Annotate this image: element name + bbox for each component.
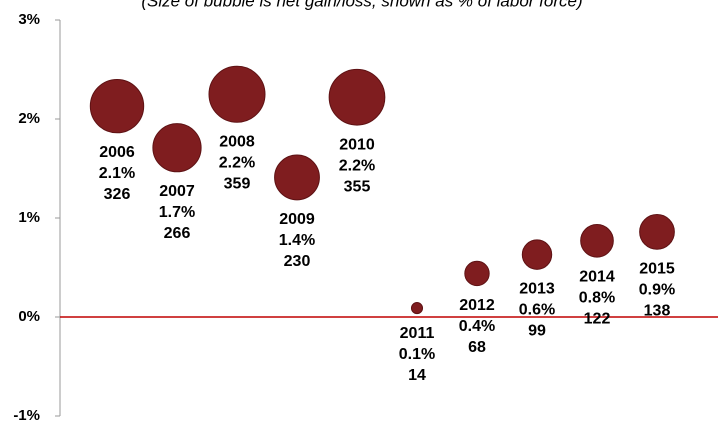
year-label: 2009	[279, 211, 315, 228]
size-label: 68	[468, 339, 486, 356]
value-label: 0.9%	[639, 281, 675, 298]
size-label: 230	[284, 253, 311, 270]
year-label: 2006	[99, 144, 135, 161]
year-label: 2014	[579, 268, 615, 285]
value-label: 2.2%	[219, 154, 255, 171]
size-label: 326	[104, 186, 131, 203]
bubble	[328, 68, 386, 126]
bubble	[464, 260, 490, 287]
value-label: 1.4%	[279, 232, 315, 249]
year-label: 2010	[339, 136, 375, 153]
value-label: 0.8%	[579, 289, 615, 306]
size-label: 266	[164, 225, 191, 242]
y-tick-label: -1%	[13, 407, 40, 424]
value-label: 0.1%	[399, 346, 435, 363]
bubble	[274, 154, 320, 201]
bubble	[410, 302, 424, 315]
size-label: 99	[528, 323, 546, 340]
size-label: 355	[344, 178, 371, 195]
value-label: 2.1%	[99, 165, 135, 182]
bubble	[639, 213, 675, 250]
value-label: 0.6%	[519, 302, 555, 319]
size-label: 14	[408, 367, 426, 384]
bubble	[208, 65, 266, 123]
bubble	[580, 223, 614, 258]
value-label: 1.7%	[159, 204, 195, 221]
bubble	[152, 123, 202, 173]
y-tick-label: 0%	[18, 308, 40, 325]
size-label: 359	[224, 175, 251, 192]
year-label: 2007	[159, 183, 195, 200]
bubble	[521, 239, 553, 270]
y-tick-label: 1%	[18, 209, 40, 226]
y-tick-label: 3%	[18, 11, 40, 28]
value-label: 0.4%	[459, 318, 495, 335]
year-label: 2011	[400, 325, 435, 342]
size-label: 138	[644, 302, 671, 319]
year-label: 2008	[219, 133, 255, 150]
chart-subtitle: (Size of bubble is net gain/loss, shown …	[141, 0, 582, 10]
year-label: 2012	[459, 297, 495, 314]
year-label: 2015	[639, 260, 675, 277]
bubble	[89, 78, 145, 134]
size-label: 122	[584, 310, 611, 327]
y-tick-label: 2%	[18, 110, 40, 127]
value-label: 2.2%	[339, 157, 375, 174]
year-label: 2013	[519, 281, 555, 298]
